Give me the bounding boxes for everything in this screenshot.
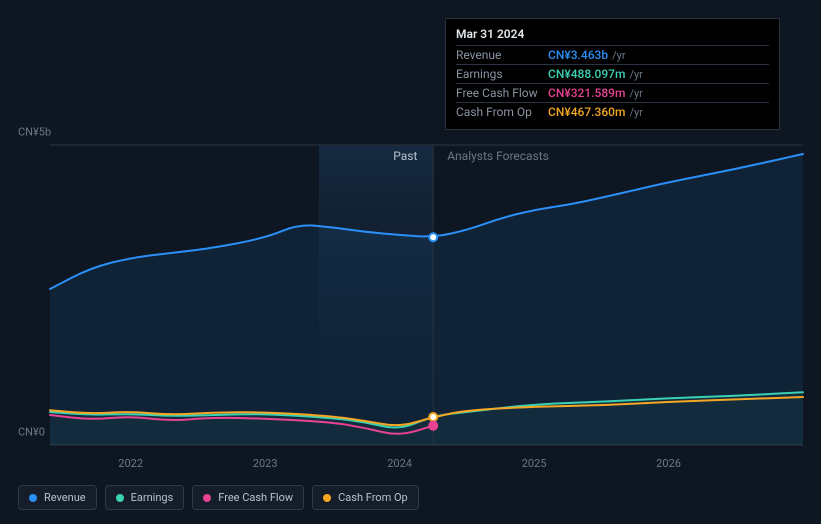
legend-item[interactable]: Free Cash Flow (192, 485, 304, 510)
region-label-past: Past (393, 149, 417, 163)
y-axis-label: CN¥0 (18, 426, 45, 439)
legend-item[interactable]: Earnings (105, 485, 185, 510)
x-axis-label: 2023 (253, 457, 278, 470)
tooltip-row: RevenueCN¥3.463b/yr (456, 45, 769, 64)
x-axis-label: 2025 (522, 457, 547, 470)
legend-label: Cash From Op (338, 491, 408, 504)
tooltip-unit: /yr (629, 87, 642, 100)
legend-label: Earnings (131, 491, 174, 504)
tooltip-value: CN¥321.589m (548, 86, 625, 100)
x-axis-label: 2026 (656, 457, 681, 470)
tooltip-unit: /yr (629, 106, 642, 119)
tooltip-unit: /yr (612, 49, 625, 62)
chart-tooltip: Mar 31 2024 RevenueCN¥3.463b/yrEarningsC… (445, 18, 780, 130)
legend-swatch (116, 494, 124, 502)
tooltip-row: Free Cash FlowCN¥321.589m/yr (456, 83, 769, 102)
legend-item[interactable]: Cash From Op (312, 485, 419, 510)
tooltip-row: Cash From OpCN¥467.360m/yr (456, 102, 769, 121)
tooltip-label: Cash From Op (456, 105, 548, 119)
tooltip-row: EarningsCN¥488.097m/yr (456, 64, 769, 83)
legend-label: Revenue (44, 491, 86, 504)
tooltip-value: CN¥467.360m (548, 105, 625, 119)
legend-swatch (29, 494, 37, 502)
y-axis-label: CN¥5b (18, 126, 51, 139)
tooltip-label: Earnings (456, 67, 548, 81)
chart-legend: Revenue Earnings Free Cash Flow Cash From O… (18, 485, 419, 510)
legend-label: Free Cash Flow (218, 491, 293, 504)
x-axis-label: 2022 (118, 457, 143, 470)
legend-swatch (323, 494, 331, 502)
region-label-forecast: Analysts Forecasts (447, 149, 549, 163)
legend-item[interactable]: Revenue (18, 485, 97, 510)
tooltip-title: Mar 31 2024 (456, 27, 769, 45)
x-axis-label: 2024 (387, 457, 412, 470)
tooltip-label: Revenue (456, 48, 548, 62)
legend-swatch (203, 494, 211, 502)
tooltip-label: Free Cash Flow (456, 86, 548, 100)
tooltip-unit: /yr (629, 68, 642, 81)
tooltip-value: CN¥3.463b (548, 48, 608, 62)
tooltip-value: CN¥488.097m (548, 67, 625, 81)
